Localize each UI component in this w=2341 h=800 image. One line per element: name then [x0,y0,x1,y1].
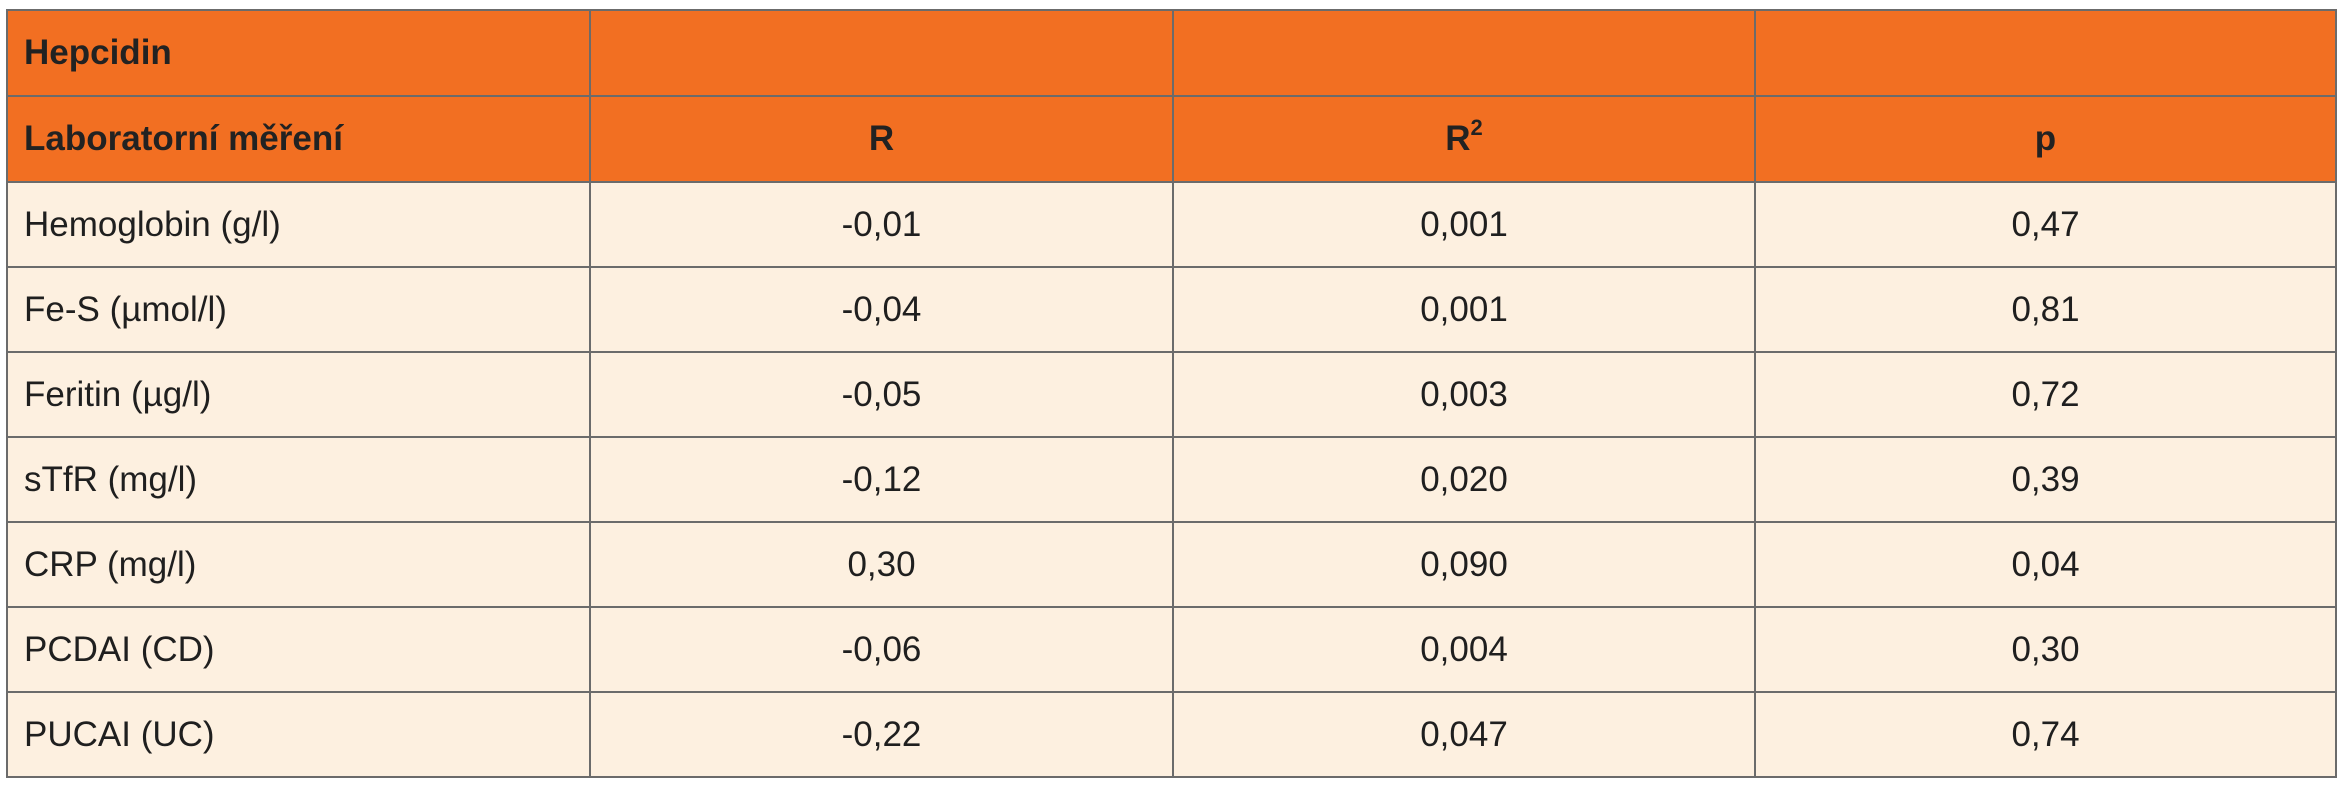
column-header-r2-superscript: 2 [1470,115,1483,140]
column-header-r: R [589,95,1174,183]
hepcidin-correlation-table-container: Hepcidin Laboratorní měření R R2 p Hemog… [6,9,2337,778]
row-r2-value: 0,001 [1172,266,1756,353]
row-label: PCDAI (CD) [6,606,591,693]
row-r-value: -0,06 [589,606,1174,693]
row-p-value: 0,74 [1754,691,2337,778]
table-row: Hemoglobin (g/l) -0,01 0,001 0,47 [6,181,2337,268]
row-r2-value: 0,004 [1172,606,1756,693]
table-row: Fe-S (µmol/l) -0,04 0,001 0,81 [6,266,2337,353]
column-header-p: p [1754,95,2337,183]
group-header-empty-cell [1172,9,1756,97]
row-r-value: -0,01 [589,181,1174,268]
table-row: CRP (mg/l) 0,30 0,090 0,04 [6,521,2337,608]
column-header-label: Laboratorní měření [6,95,591,183]
row-r2-value: 0,003 [1172,351,1756,438]
row-r-value: -0,12 [589,436,1174,523]
table-row: PCDAI (CD) -0,06 0,004 0,30 [6,606,2337,693]
row-label: PUCAI (UC) [6,691,591,778]
table-body: Hepcidin Laboratorní měření R R2 p Hemog… [6,9,2337,778]
group-header-row: Hepcidin [6,9,2337,97]
group-header-cell: Hepcidin [6,9,591,97]
table-row: sTfR (mg/l) -0,12 0,020 0,39 [6,436,2337,523]
row-p-value: 0,47 [1754,181,2337,268]
row-p-value: 0,81 [1754,266,2337,353]
row-r2-value: 0,020 [1172,436,1756,523]
column-header-row: Laboratorní měření R R2 p [6,95,2337,183]
table-row: PUCAI (UC) -0,22 0,047 0,74 [6,691,2337,778]
group-header-empty-cell [589,9,1174,97]
row-r-value: -0,05 [589,351,1174,438]
row-p-value: 0,39 [1754,436,2337,523]
row-r2-value: 0,090 [1172,521,1756,608]
row-r-value: 0,30 [589,521,1174,608]
row-label: Fe-S (µmol/l) [6,266,591,353]
row-p-value: 0,72 [1754,351,2337,438]
row-r-value: -0,22 [589,691,1174,778]
row-label: Hemoglobin (g/l) [6,181,591,268]
row-r2-value: 0,047 [1172,691,1756,778]
column-header-r2-base: R [1445,119,1471,158]
row-label: sTfR (mg/l) [6,436,591,523]
column-header-r2: R2 [1172,95,1756,183]
row-r2-value: 0,001 [1172,181,1756,268]
hepcidin-correlation-table: Hepcidin Laboratorní měření R R2 p Hemog… [6,9,2337,778]
group-header-empty-cell [1754,9,2337,97]
row-r-value: -0,04 [589,266,1174,353]
row-p-value: 0,04 [1754,521,2337,608]
row-label: CRP (mg/l) [6,521,591,608]
table-row: Feritin (µg/l) -0,05 0,003 0,72 [6,351,2337,438]
row-p-value: 0,30 [1754,606,2337,693]
row-label: Feritin (µg/l) [6,351,591,438]
